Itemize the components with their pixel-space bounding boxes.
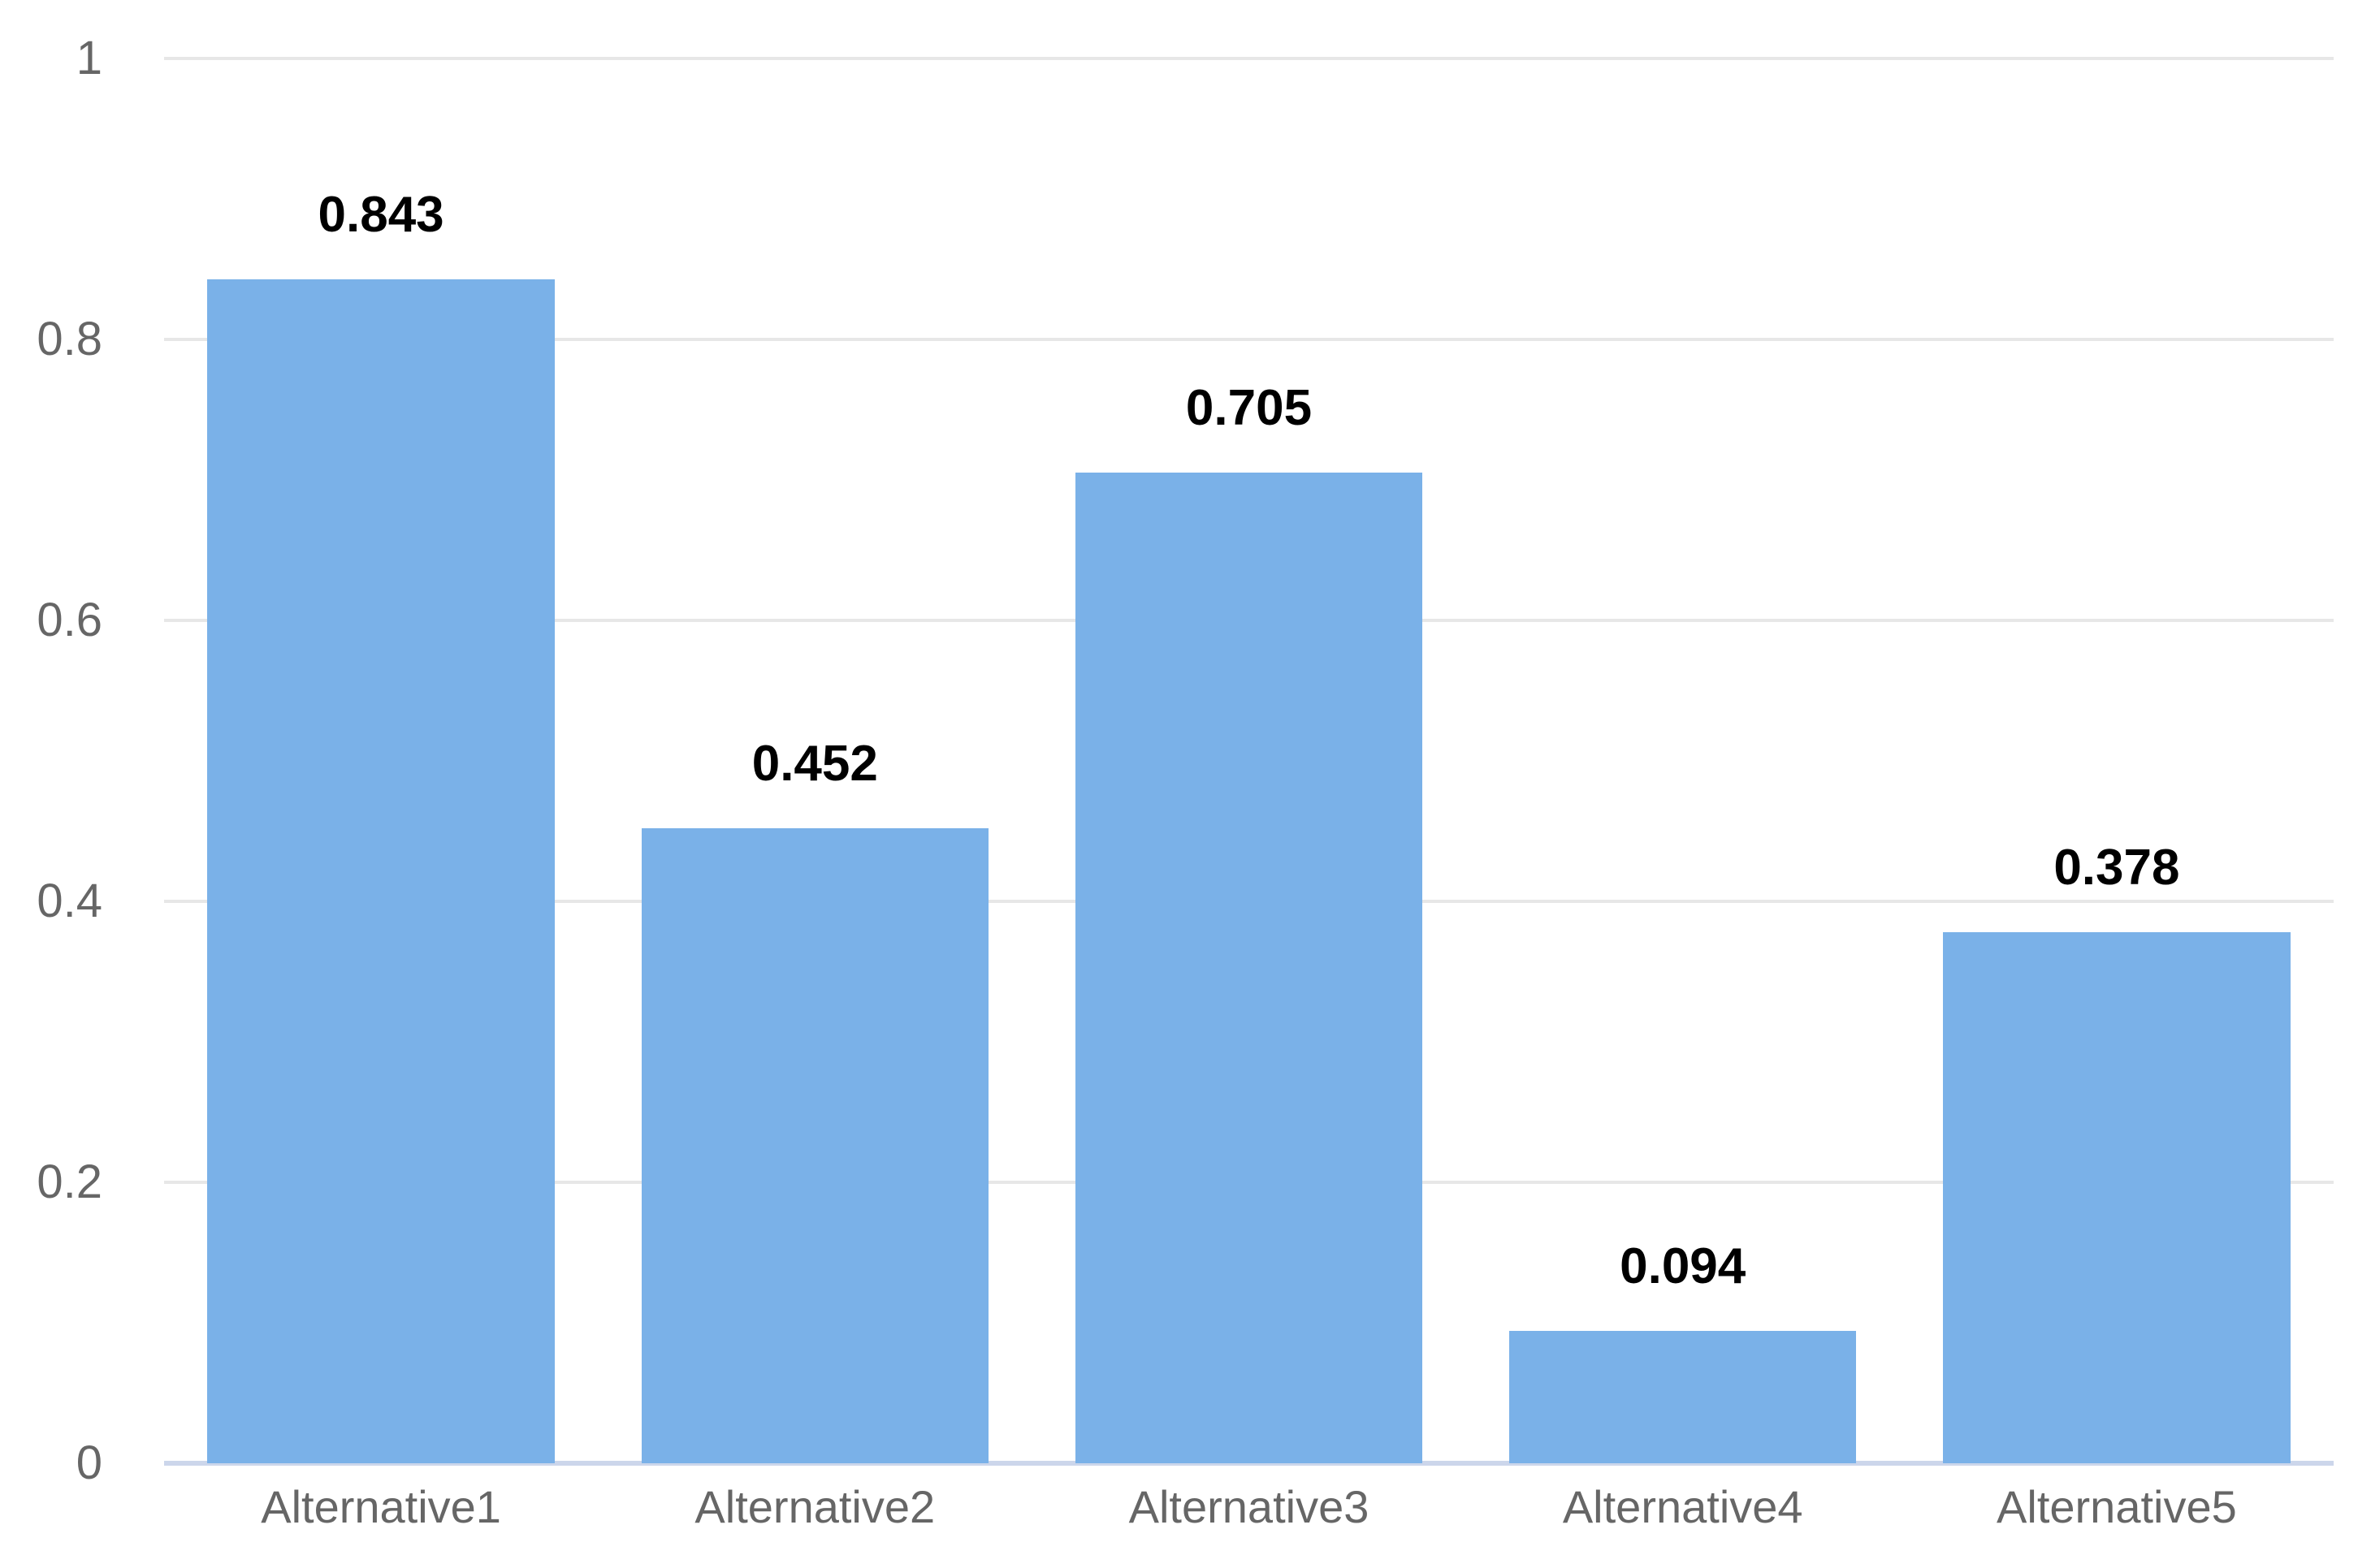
gridline [164, 338, 2334, 341]
bar [1943, 932, 2291, 1463]
x-category-label: Alternative5 [1997, 1481, 2237, 1532]
y-axis: 0 0.2 0.4 0.6 0.8 1 [0, 0, 102, 1568]
plot-area: 0.843 0.452 0.705 0.094 0.378 [164, 57, 2334, 1466]
y-tick-label: 0.8 [37, 313, 102, 365]
y-tick-label: 0.4 [37, 875, 102, 927]
x-category-label: Alternative3 [1128, 1481, 1369, 1532]
bar [1509, 1331, 1857, 1463]
x-axis-line [164, 1461, 2334, 1466]
bar-value-label: 0.094 [1620, 1238, 1746, 1295]
bar [207, 279, 555, 1463]
bar-value-label: 0.705 [1185, 380, 1313, 437]
x-category-label: Alternative1 [261, 1481, 501, 1532]
y-tick-label: 1 [76, 32, 102, 84]
x-axis: Alternative1 Alternative2 Alternative3 Alte… [164, 1479, 2334, 1553]
y-tick-label: 0.2 [37, 1155, 102, 1208]
bar-value-label: 0.843 [318, 186, 444, 243]
bar-value-label: 0.452 [751, 736, 878, 793]
bar [1075, 473, 1423, 1463]
x-category-label: Alternative4 [1562, 1481, 1803, 1532]
y-tick-label: 0.6 [37, 594, 102, 646]
y-tick-label: 0 [76, 1436, 102, 1489]
x-category-label: Alternative2 [694, 1481, 936, 1532]
bar-value-label: 0.378 [2053, 840, 2180, 896]
gridline [164, 57, 2334, 60]
bar [641, 828, 989, 1463]
